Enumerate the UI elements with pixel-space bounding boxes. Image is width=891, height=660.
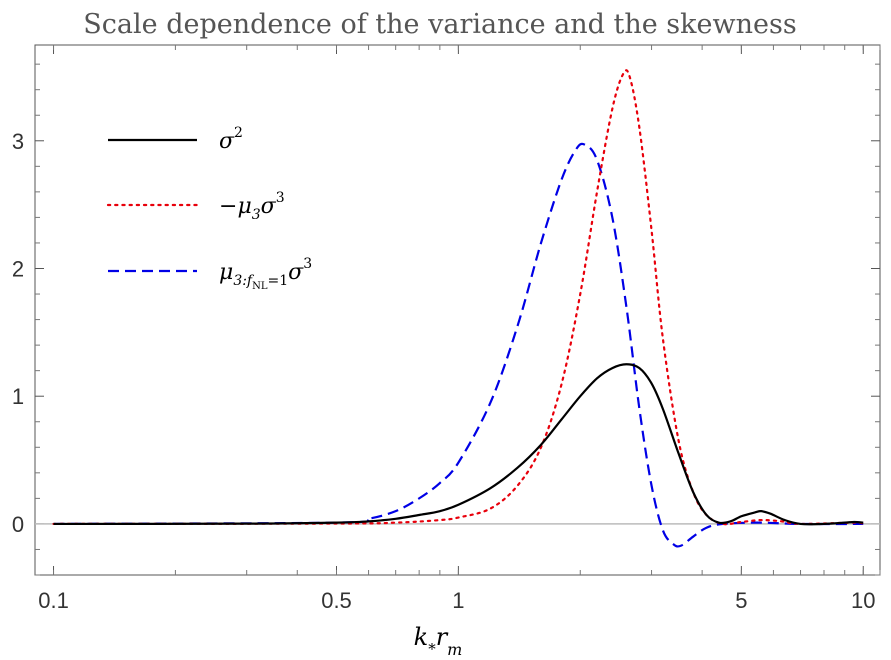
series-line-2 (53, 142, 864, 548)
series-line-1 (52, 69, 865, 526)
series-line-0 (53, 363, 864, 526)
x-tick-label: 5 (735, 588, 747, 613)
x-tick-label: 0.1 (38, 588, 69, 613)
y-tick-label: 1 (12, 384, 24, 409)
plot-frame (34, 44, 881, 576)
x-axis-label: k*rm (414, 623, 463, 659)
legend: σ2 −μ3σ3 μ3:fNL=1σ3 (106, 125, 312, 292)
axis-ticks: 0.1 0.5 1 5 10 0 1 2 3 (12, 45, 881, 613)
y-tick-label: 0 (12, 512, 24, 537)
chart-title: Scale dependence of the variance and the… (83, 9, 796, 40)
legend-label: −μ3σ3 (219, 190, 285, 223)
legend-label: σ2 (219, 125, 243, 154)
y-tick-label: 2 (12, 256, 24, 281)
legend-label: μ3:fNL=1σ3 (219, 256, 312, 292)
series-layer (52, 69, 865, 548)
x-tick-label: 0.5 (321, 588, 352, 613)
x-tick-label: 10 (851, 588, 875, 613)
x-tick-label: 1 (452, 588, 464, 613)
y-tick-label: 3 (12, 129, 24, 154)
